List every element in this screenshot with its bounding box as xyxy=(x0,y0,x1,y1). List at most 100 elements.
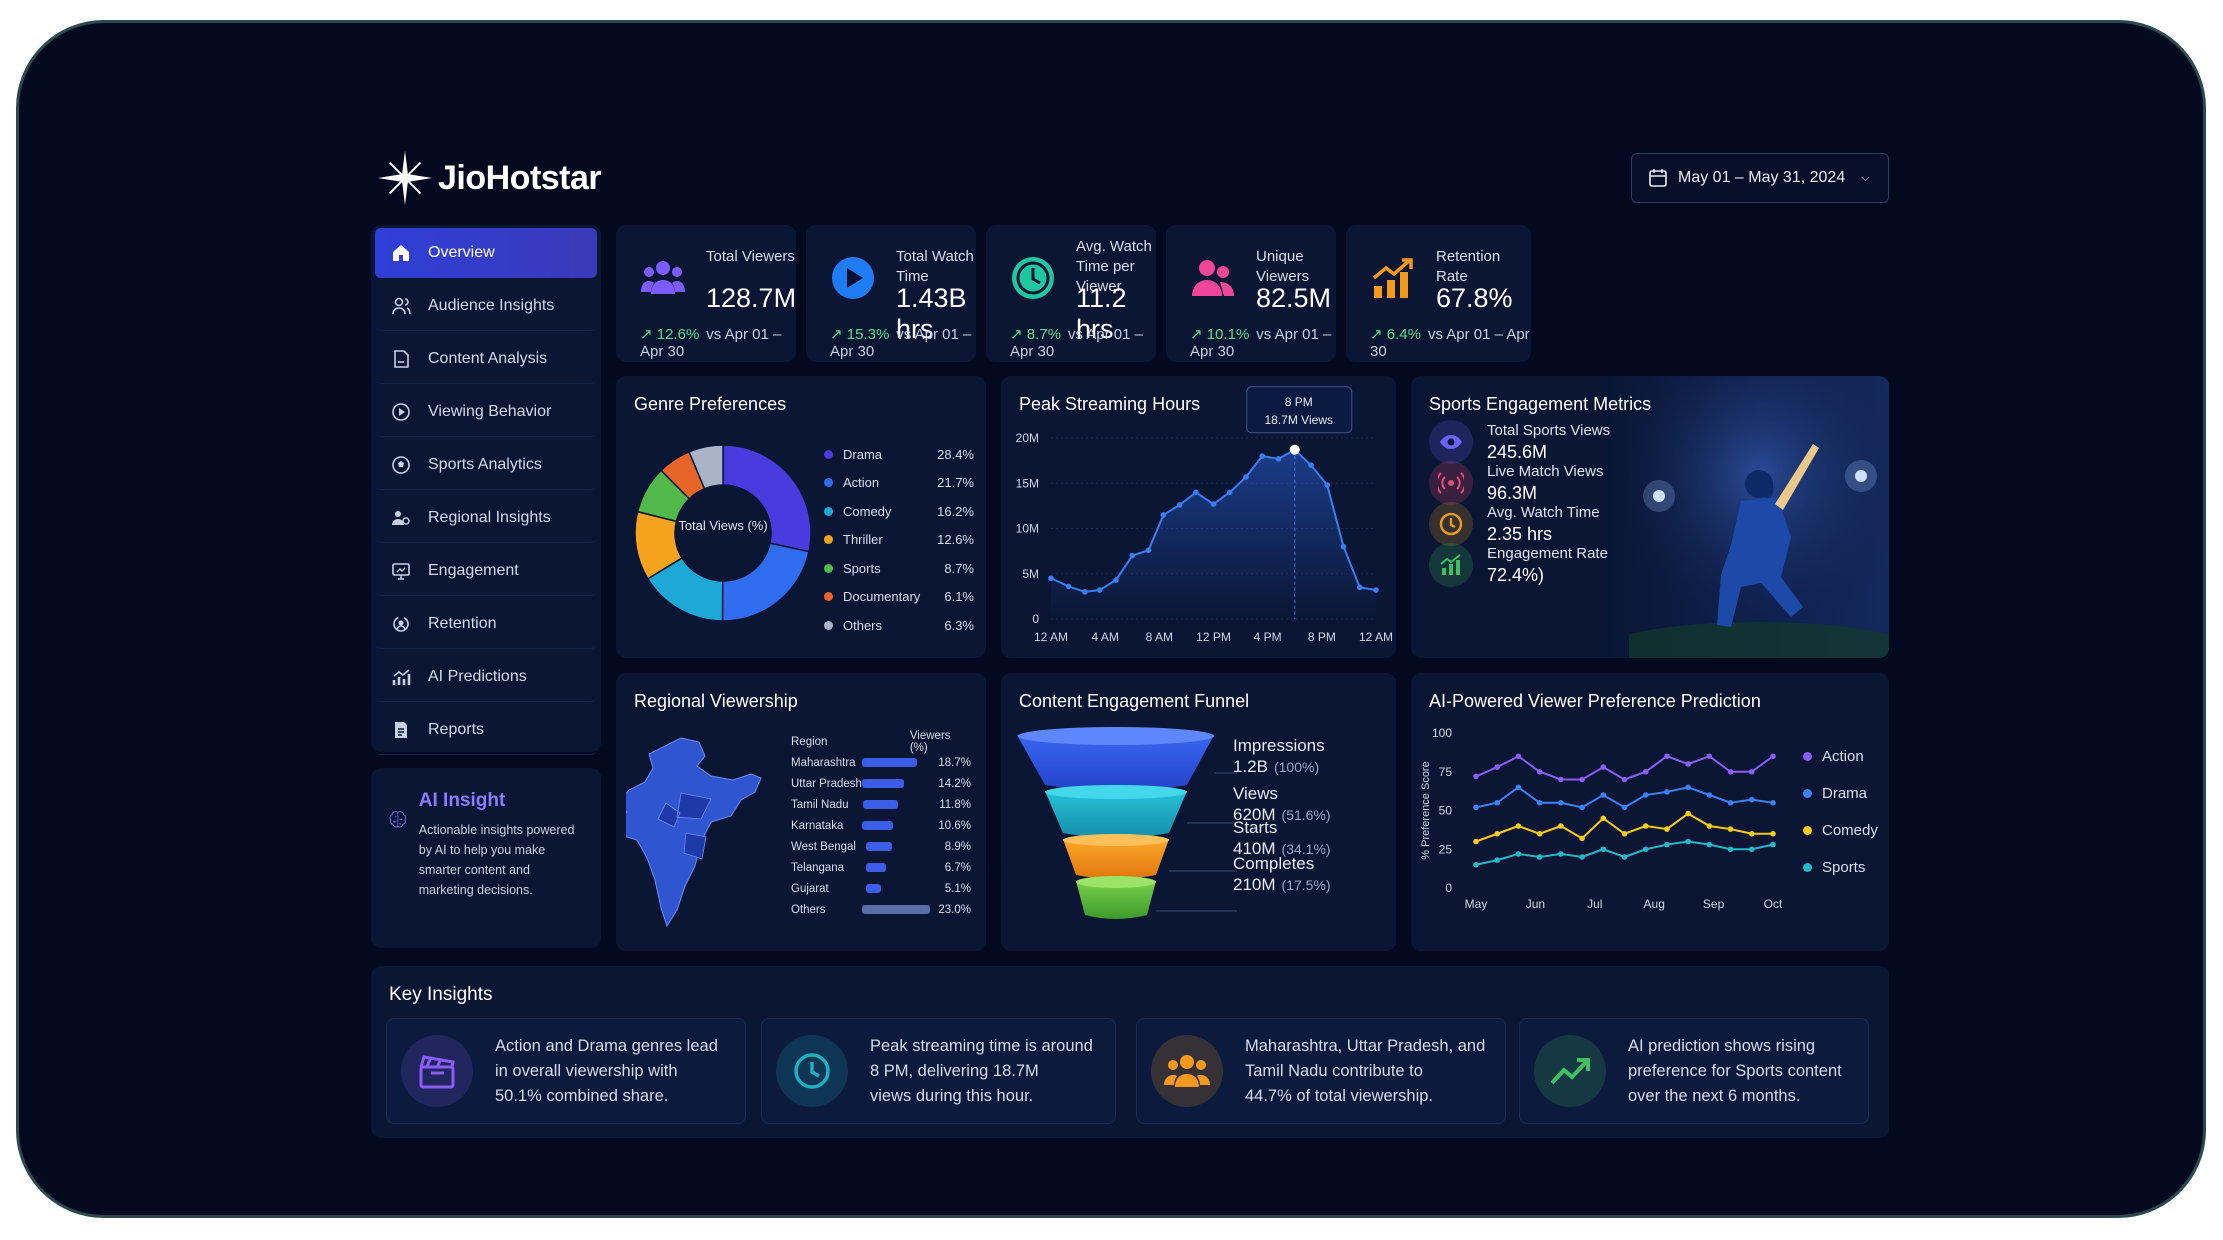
data-point[interactable] xyxy=(1621,854,1628,860)
data-point[interactable] xyxy=(1727,826,1734,832)
data-point[interactable] xyxy=(1748,846,1755,853)
data-point[interactable] xyxy=(1600,846,1607,853)
data-point[interactable] xyxy=(1340,543,1347,550)
data-point[interactable] xyxy=(1579,804,1585,811)
donut-slice-others[interactable] xyxy=(688,444,724,490)
data-point[interactable] xyxy=(1706,841,1713,848)
nav-item-engagement[interactable]: Engagement xyxy=(375,546,597,596)
region-row[interactable]: Telangana 6.7% xyxy=(791,857,971,878)
data-point[interactable] xyxy=(1621,776,1628,783)
data-point[interactable] xyxy=(1664,841,1670,848)
region-row[interactable]: Maharashtra 18.7% xyxy=(791,752,971,773)
data-point[interactable] xyxy=(1243,474,1249,480)
nav-item-ai-predictions[interactable]: AI Predictions xyxy=(375,652,597,702)
region-row[interactable]: Karnataka 10.6% xyxy=(791,815,971,836)
nav-item-audience-insights[interactable]: Audience Insights xyxy=(375,281,597,331)
data-point[interactable] xyxy=(1600,792,1607,798)
data-point[interactable] xyxy=(1770,830,1776,837)
kpi-card-retention-rate[interactable]: Retention Rate 67.8% ↗ 6.4% vs Apr 01 – Apr… xyxy=(1346,225,1531,362)
data-point[interactable] xyxy=(1176,502,1183,508)
data-point[interactable] xyxy=(1145,547,1152,554)
data-point[interactable] xyxy=(1536,830,1543,837)
data-point[interactable] xyxy=(1621,830,1628,837)
nav-item-retention[interactable]: Retention xyxy=(375,599,597,649)
data-point[interactable] xyxy=(1664,753,1670,760)
kpi-card-unique-viewers[interactable]: Unique Viewers 82.5M ↗ 10.1% vs Apr 01 – Ap… xyxy=(1166,225,1336,362)
data-point[interactable] xyxy=(1600,764,1607,770)
insight-card[interactable]: AI prediction shows rising preference for… xyxy=(1519,1018,1869,1124)
data-point[interactable] xyxy=(1536,799,1543,806)
kpi-card-avg-watch-time-per-viewer[interactable]: Avg. Watch Time per Viewer 11.2 hrs ↗ 8.7%… xyxy=(986,225,1156,362)
data-point[interactable] xyxy=(1494,764,1501,770)
data-point[interactable] xyxy=(1473,773,1479,780)
data-point[interactable] xyxy=(1579,854,1585,860)
data-point[interactable] xyxy=(1082,589,1088,595)
data-point[interactable] xyxy=(1579,776,1585,783)
peak-point[interactable] xyxy=(1289,444,1300,455)
insight-card[interactable]: Peak streaming time is around 8 PM, deliv… xyxy=(761,1018,1116,1124)
region-row[interactable]: Tamil Nadu 11.8% xyxy=(791,794,971,815)
data-point[interactable] xyxy=(1536,768,1543,775)
data-point[interactable] xyxy=(1770,799,1776,806)
data-point[interactable] xyxy=(1727,799,1734,806)
data-point[interactable] xyxy=(1473,804,1479,811)
donut-slice-drama[interactable] xyxy=(722,444,812,553)
data-point[interactable] xyxy=(1048,575,1054,582)
nav-item-reports[interactable]: Reports xyxy=(375,705,597,755)
nav-item-overview[interactable]: Overview xyxy=(375,228,597,278)
data-point[interactable] xyxy=(1113,577,1119,583)
data-point[interactable] xyxy=(1473,861,1479,868)
data-point[interactable] xyxy=(1727,846,1734,853)
data-point[interactable] xyxy=(1579,835,1585,842)
data-point[interactable] xyxy=(1324,482,1331,488)
data-point[interactable] xyxy=(1642,846,1649,853)
data-point[interactable] xyxy=(1259,453,1266,459)
data-point[interactable] xyxy=(1706,753,1713,760)
data-point[interactable] xyxy=(1558,851,1564,857)
data-point[interactable] xyxy=(1308,462,1314,468)
donut-slice-action[interactable] xyxy=(721,542,810,622)
region-row[interactable]: Others 23.0% xyxy=(791,899,971,920)
data-point[interactable] xyxy=(1515,823,1522,829)
data-point[interactable] xyxy=(1706,792,1713,798)
data-point[interactable] xyxy=(1558,776,1564,783)
data-point[interactable] xyxy=(1494,857,1501,863)
nav-item-regional-insights[interactable]: Regional Insights xyxy=(375,493,597,543)
insight-card[interactable]: Maharashtra, Uttar Pradesh, and Tamil Nad… xyxy=(1136,1018,1506,1124)
insight-card[interactable]: Action and Drama genres lead in overall v… xyxy=(386,1018,746,1124)
region-row[interactable]: West Bengal 8.9% xyxy=(791,836,971,857)
data-point[interactable] xyxy=(1558,799,1564,806)
nav-item-content-analysis[interactable]: Content Analysis xyxy=(375,334,597,384)
data-point[interactable] xyxy=(1685,810,1691,817)
data-point[interactable] xyxy=(1373,587,1379,593)
date-range-picker[interactable]: May 01 – May 31, 2024 ⌵ xyxy=(1631,153,1889,203)
data-point[interactable] xyxy=(1494,799,1501,806)
data-point[interactable] xyxy=(1210,501,1217,507)
nav-item-sports-analytics[interactable]: Sports Analytics xyxy=(375,440,597,490)
data-point[interactable] xyxy=(1621,804,1628,811)
data-point[interactable] xyxy=(1226,489,1233,496)
data-point[interactable] xyxy=(1515,851,1522,857)
data-point[interactable] xyxy=(1193,489,1199,496)
data-point[interactable] xyxy=(1160,512,1167,518)
data-point[interactable] xyxy=(1664,789,1670,795)
region-row[interactable]: Uttar Pradesh 14.2% xyxy=(791,773,971,794)
data-point[interactable] xyxy=(1558,823,1564,829)
data-point[interactable] xyxy=(1356,584,1363,591)
data-point[interactable] xyxy=(1600,815,1607,822)
data-point[interactable] xyxy=(1748,768,1755,775)
kpi-card-total-viewers[interactable]: Total Viewers 128.7M ↗ 12.6% vs Apr 01 – Ap… xyxy=(616,225,796,362)
data-point[interactable] xyxy=(1770,753,1776,760)
data-point[interactable] xyxy=(1129,552,1136,559)
data-point[interactable] xyxy=(1685,784,1691,791)
data-point[interactable] xyxy=(1642,768,1649,775)
nav-item-viewing-behavior[interactable]: Viewing Behavior xyxy=(375,387,597,437)
region-row[interactable]: Gujarat 5.1% xyxy=(791,878,971,899)
data-point[interactable] xyxy=(1664,826,1670,832)
brand-logo[interactable]: JioHotstar xyxy=(376,148,602,208)
data-point[interactable] xyxy=(1065,583,1072,590)
data-point[interactable] xyxy=(1473,838,1479,845)
data-point[interactable] xyxy=(1642,823,1649,829)
data-point[interactable] xyxy=(1494,830,1501,837)
kpi-card-total-watch-time[interactable]: Total Watch Time 1.43B hrs ↗ 15.3% vs Apr 0… xyxy=(806,225,976,362)
